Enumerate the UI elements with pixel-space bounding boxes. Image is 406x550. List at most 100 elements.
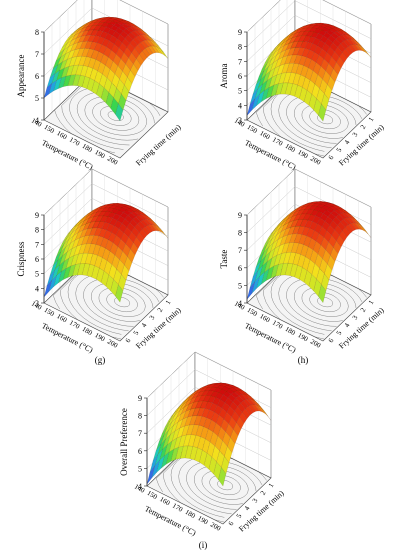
surface-facet — [289, 83, 298, 97]
surface-facet — [74, 41, 84, 50]
floor-contour — [52, 258, 92, 310]
floor-contour — [255, 258, 295, 310]
surface-facet — [62, 265, 71, 281]
surface-facet — [308, 93, 317, 111]
z-tick-label: 4 — [238, 299, 242, 308]
z-tick-label: 6 — [35, 255, 39, 264]
floor-contour — [317, 297, 333, 308]
y-tick-label: 4 — [243, 504, 252, 511]
floor-contour — [309, 109, 341, 129]
surface-facet — [215, 414, 224, 428]
surface-facet — [246, 98, 255, 116]
surface-facet — [264, 257, 273, 273]
surface-facet — [108, 205, 118, 209]
surface-facet — [53, 271, 62, 288]
surface-facet — [142, 48, 151, 58]
surface-facet — [49, 64, 59, 78]
surface-facet — [313, 98, 322, 116]
surface-facet — [224, 397, 233, 407]
y-tick-label: 3 — [351, 131, 360, 138]
surface-facet — [127, 69, 136, 85]
surface-facet — [170, 421, 179, 436]
y-tick-label: 5 — [335, 329, 344, 336]
z-axis-title: Overall Preference — [119, 408, 129, 476]
surface-facet — [122, 243, 131, 257]
floor-contour — [309, 292, 341, 312]
surface-facet — [193, 395, 202, 403]
surface-facet — [121, 38, 130, 48]
panel-label: (g) — [95, 355, 106, 365]
z-tick-label: 5 — [35, 270, 39, 279]
surface-facet — [317, 22, 326, 25]
surface-facet — [323, 209, 332, 217]
surface-facet — [96, 267, 105, 283]
surface-facet — [106, 223, 115, 233]
surface-facet — [275, 224, 285, 236]
y-tick-label: 2 — [259, 489, 268, 496]
x-tick-label: 140 — [30, 117, 44, 129]
floor-contour — [76, 91, 155, 141]
floor-contour — [107, 110, 124, 121]
y-tick-label: 5 — [335, 146, 344, 153]
surface-facet — [86, 264, 95, 278]
surface-facet — [260, 247, 269, 262]
y-tick-label: 3 — [148, 314, 157, 321]
floor-contour — [100, 106, 132, 126]
surface-facet — [102, 26, 111, 34]
surface-facet — [84, 66, 93, 79]
z-tick-label: 5 — [238, 87, 242, 96]
surface-facet — [119, 250, 128, 266]
surface-facet — [299, 219, 308, 227]
surface-facet — [173, 435, 182, 450]
surface-facet — [110, 208, 119, 214]
y-tick-label: 1 — [267, 481, 276, 488]
surface-facet — [122, 63, 131, 78]
surface-facet — [278, 72, 287, 84]
surface-facet — [96, 221, 105, 229]
z-tick-label: 9 — [138, 394, 142, 403]
surface-facet — [213, 387, 222, 393]
floor-contour — [317, 114, 333, 125]
surface-facet — [280, 262, 289, 276]
x-tick-label: 140 — [133, 483, 147, 495]
surface-facet — [55, 49, 64, 61]
surface-facet — [221, 386, 230, 392]
surface-facet — [105, 207, 115, 213]
surface-facet — [122, 20, 131, 24]
surface-facet — [195, 425, 204, 437]
surface-facet — [113, 22, 122, 28]
floor-contour — [194, 465, 257, 505]
floor-contour — [92, 101, 140, 131]
y-tick-label: 6 — [124, 337, 133, 344]
y-tick-label: 4 — [140, 321, 149, 328]
surface-facet — [284, 233, 293, 244]
surface-facet — [209, 431, 218, 447]
y-tick-label: 5 — [235, 512, 244, 519]
surface-facet — [114, 18, 124, 22]
surface-facet — [85, 210, 94, 217]
surface-facet — [82, 222, 91, 231]
chart-panel-2: 3456789Aroma140150160170180190200Tempera… — [219, 0, 386, 185]
surface-facet — [257, 255, 266, 271]
surface-facet — [216, 450, 225, 468]
surface-facet — [75, 64, 84, 76]
surface-facet — [167, 430, 176, 446]
z-tick-label: 7 — [138, 429, 142, 438]
surface-facet — [152, 444, 161, 461]
surface-facet — [72, 263, 81, 276]
y-tick-label: 6 — [227, 520, 236, 527]
z-tick-label: 6 — [35, 72, 39, 81]
surface-facet — [91, 265, 100, 280]
z-tick-label: 6 — [238, 72, 242, 81]
z-tick-label: 7 — [238, 57, 242, 66]
surface-facet — [242, 408, 251, 419]
x-tick-label: 140 — [233, 117, 247, 129]
panel-label: (h) — [298, 355, 309, 365]
y-tick-label: 3 — [251, 497, 260, 504]
y-tick-label: 6 — [327, 154, 336, 161]
surface-facet — [290, 41, 299, 49]
z-axis-title: Appearance — [16, 55, 26, 98]
